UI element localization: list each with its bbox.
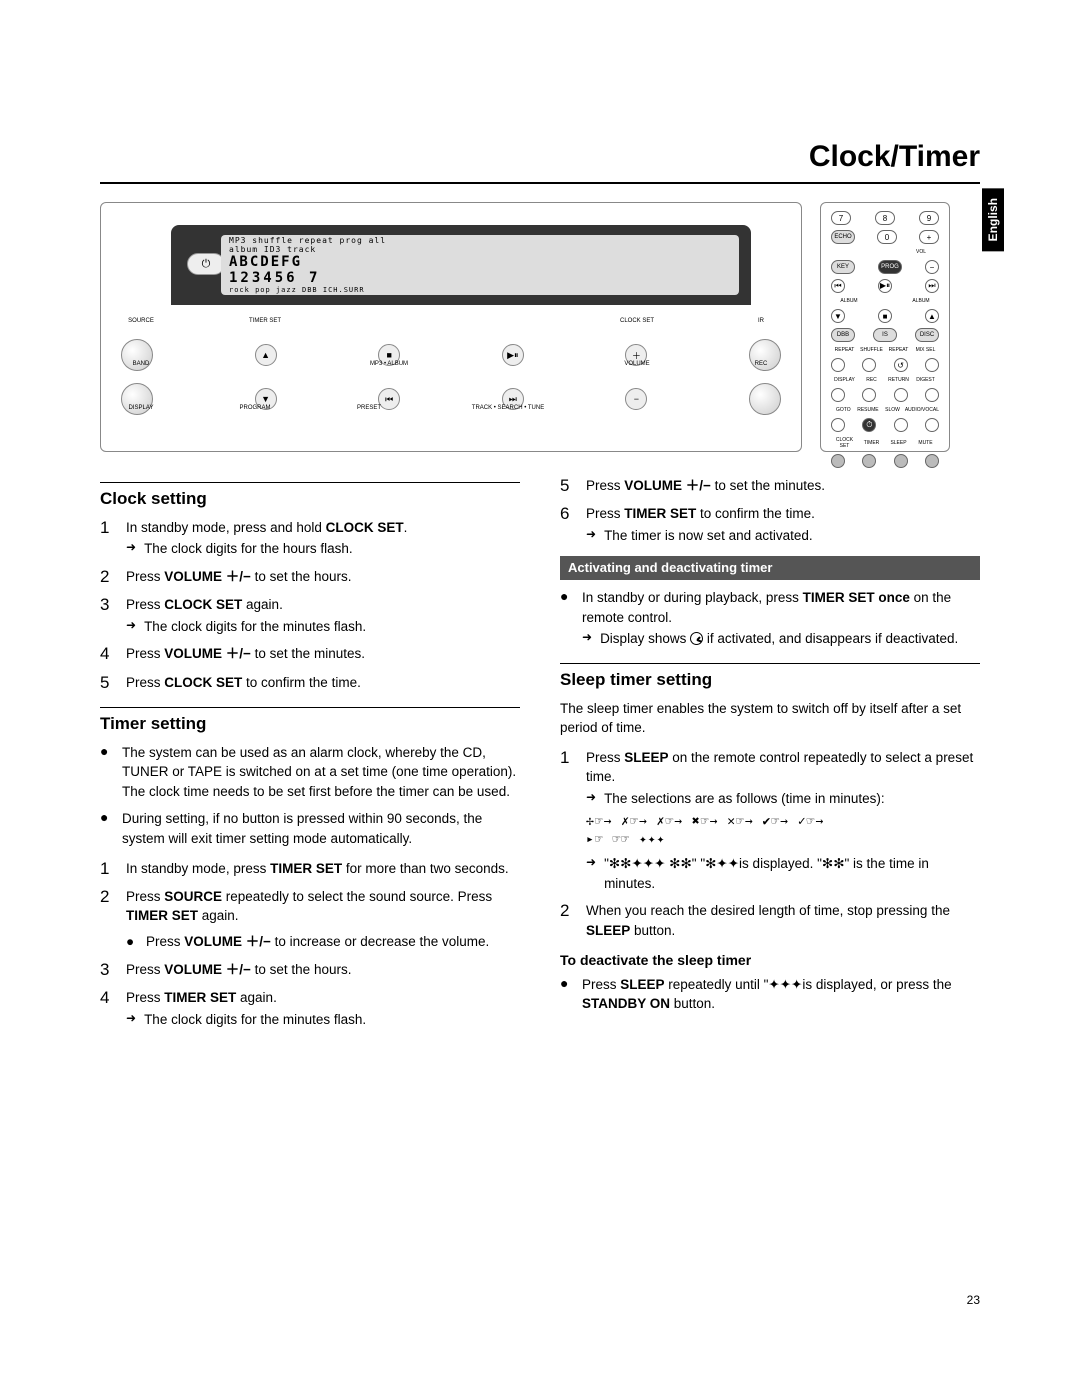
left-column: Clock setting 1In standby mode, press an… (100, 476, 520, 1037)
device-illustration: ⏻ MP3 shuffle repeat prog all album ID3 … (100, 202, 802, 452)
page-title: Clock/Timer (100, 140, 980, 174)
right-column: 5Press VOLUME ＋/− to set the minutes.6Pr… (560, 476, 980, 1037)
clock-setting-heading: Clock setting (100, 487, 520, 512)
timer-steps-continued: 5Press VOLUME ＋/− to set the minutes.6Pr… (560, 476, 980, 546)
activating-bullets: ●In standby or during playback, press TI… (560, 588, 980, 649)
device-lcd: ⏻ MP3 shuffle repeat prog all album ID3 … (171, 225, 751, 305)
sleep-timer-heading: Sleep timer setting (560, 668, 980, 693)
activating-heading: Activating and deactivating timer (560, 556, 980, 581)
remote-illustration: 789 ECHO0+ VOL KEYPROG− ⏮▶⏸⏭ ALBUMALBUM … (820, 202, 950, 452)
page-number: 23 (967, 1293, 980, 1307)
timer-setting-heading: Timer setting (100, 712, 520, 737)
standby-button-icon: ⏻ (187, 253, 225, 275)
clock-steps: 1In standby mode, press and hold CLOCK S… (100, 518, 520, 693)
deactivate-bullet: ●Press SLEEP repeatedly until "✦✦✦is dis… (560, 975, 980, 1014)
sleep-steps: 1Press SLEEP on the remote control repea… (560, 748, 980, 941)
timer-steps: 1In standby mode, press TIMER SET for mo… (100, 859, 520, 1030)
language-tab: English (982, 188, 1004, 251)
lcd-screen: MP3 shuffle repeat prog all album ID3 tr… (221, 235, 739, 295)
sleep-intro: The sleep timer enables the system to sw… (560, 699, 980, 738)
device-row1-labels: SOURCE TIMER SET CLOCK SET IR (121, 318, 781, 324)
deactivate-subhead: To deactivate the sleep timer (560, 950, 980, 970)
content-columns: Clock setting 1In standby mode, press an… (100, 476, 980, 1037)
figure-row: ⏻ MP3 shuffle repeat prog all album ID3 … (100, 202, 980, 452)
timer-bullets: ●The system can be used as an alarm cloc… (100, 743, 520, 849)
title-rule (100, 182, 980, 184)
